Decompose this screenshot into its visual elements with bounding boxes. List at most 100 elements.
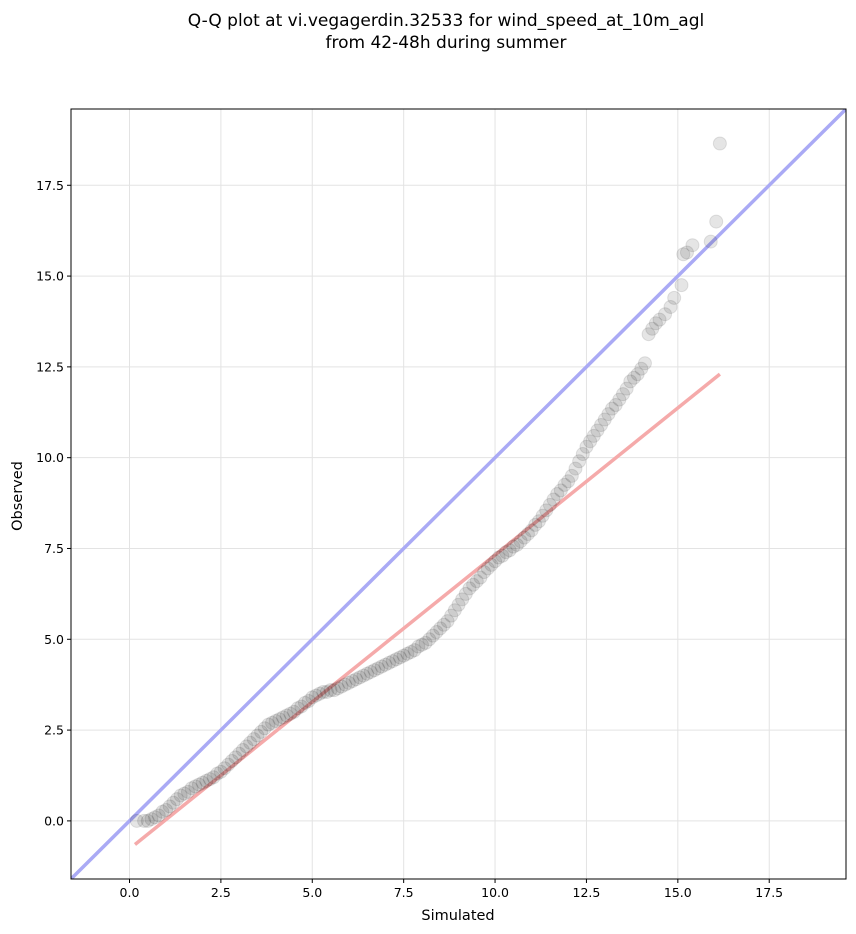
x-tick-label-5: 12.5 [573,885,601,900]
x-tick-label-2: 5.0 [302,885,322,900]
qq-point-49 [312,686,327,701]
qq-point-35 [261,717,276,732]
qq-point-92 [469,574,484,589]
qq-point-100 [499,545,514,560]
y-tick-label-3: 7.5 [44,541,64,556]
qq-point-89 [458,586,473,601]
qq-point-7 [159,802,174,817]
qq-point-122 [579,439,594,454]
qq-point-16 [191,777,206,792]
qq-point-106 [520,526,535,541]
qq-point-97 [488,554,503,569]
qq-point-1 [137,813,152,828]
y-axis-ticks: 0.0 2.5 5.0 7.5 10.0 12.5 15.0 17.5 [36,178,71,828]
qq-point-56 [338,677,353,692]
fit-line [133,372,721,846]
qq-point-13 [180,784,195,799]
qq-point-104 [513,534,528,549]
qq-point-10 [170,792,185,807]
qq-point-15 [188,779,203,794]
qq-point-131 [612,392,627,407]
qq-point-84 [440,614,455,629]
qq-point-82 [433,621,448,636]
qq-point-26 [228,750,243,765]
qq-point-145 [667,290,682,305]
qq-point-136 [630,367,645,382]
qq-point-98 [491,550,506,565]
qq-point-36 [265,715,280,730]
y-tick-label-0: 0.0 [44,813,64,828]
qq-point-90 [462,581,477,596]
x-tick-label-1: 2.5 [211,885,231,900]
qq-point-152 [712,136,727,151]
qq-point-102 [506,539,521,554]
qq-point-66 [374,659,389,674]
qq-point-71 [393,650,408,665]
qq-point-132 [616,387,631,402]
qq-point-11 [173,788,188,803]
qq-point-105 [517,530,532,545]
qq-point-42 [286,704,301,719]
qq-point-39 [276,710,291,725]
qq-point-20 [206,770,221,785]
qq-point-51 [319,684,334,699]
qq-point-78 [418,635,433,650]
qq-point-87 [451,597,466,612]
qq-point-63 [363,664,378,679]
qq-point-151 [709,214,724,229]
qq-point-38 [272,712,287,727]
qq-point-41 [283,706,298,721]
qq-point-94 [477,565,492,580]
qq-point-95 [480,561,495,576]
qq-point-88 [455,592,470,607]
qq-point-17 [195,775,210,790]
qq-point-130 [608,398,623,413]
qq-point-18 [199,773,214,788]
qq-point-109 [531,514,546,529]
qq-point-3 [144,812,159,827]
qq-point-31 [246,732,261,747]
qq-point-116 [557,477,572,492]
identity-line [71,109,846,879]
qq-point-45 [297,695,312,710]
qq-point-110 [535,508,550,523]
qq-point-125 [590,423,605,438]
qq-point-24 [221,757,236,772]
qq-point-111 [539,503,554,518]
qq-point-72 [396,648,411,663]
x-tick-label-3: 7.5 [394,885,414,900]
qq-point-99 [495,548,510,563]
qq-point-74 [403,644,418,659]
qq-point-67 [378,657,393,672]
qq-point-93 [473,570,488,585]
qq-point-75 [407,643,422,658]
qq-point-9 [166,795,181,810]
qq-point-40 [279,708,294,723]
plot-frame [70,108,847,880]
qq-point-143 [658,307,673,322]
qq-point-59 [349,672,364,687]
qq-point-86 [447,603,462,618]
scatter-points [129,136,727,828]
qq-point-135 [626,370,641,385]
qq-point-147 [676,247,691,262]
qq-point-115 [553,483,568,498]
qq-point-85 [444,608,459,623]
reference-lines [71,109,846,879]
x-tick-label-4: 10.0 [481,885,509,900]
qq-point-23 [217,761,232,776]
qq-point-65 [371,661,386,676]
qq-point-133 [619,381,634,396]
x-tick-label-6: 15.0 [664,885,692,900]
qq-point-112 [542,497,557,512]
qq-point-32 [250,728,265,743]
qq-point-55 [334,679,349,694]
qq-point-120 [572,454,587,469]
qq-point-149 [685,238,700,253]
qq-point-50 [316,684,331,699]
x-axis-label: Simulated [421,908,494,924]
x-tick-label-7: 17.5 [755,885,783,900]
qq-point-28 [235,743,250,758]
qq-point-150 [703,234,718,249]
